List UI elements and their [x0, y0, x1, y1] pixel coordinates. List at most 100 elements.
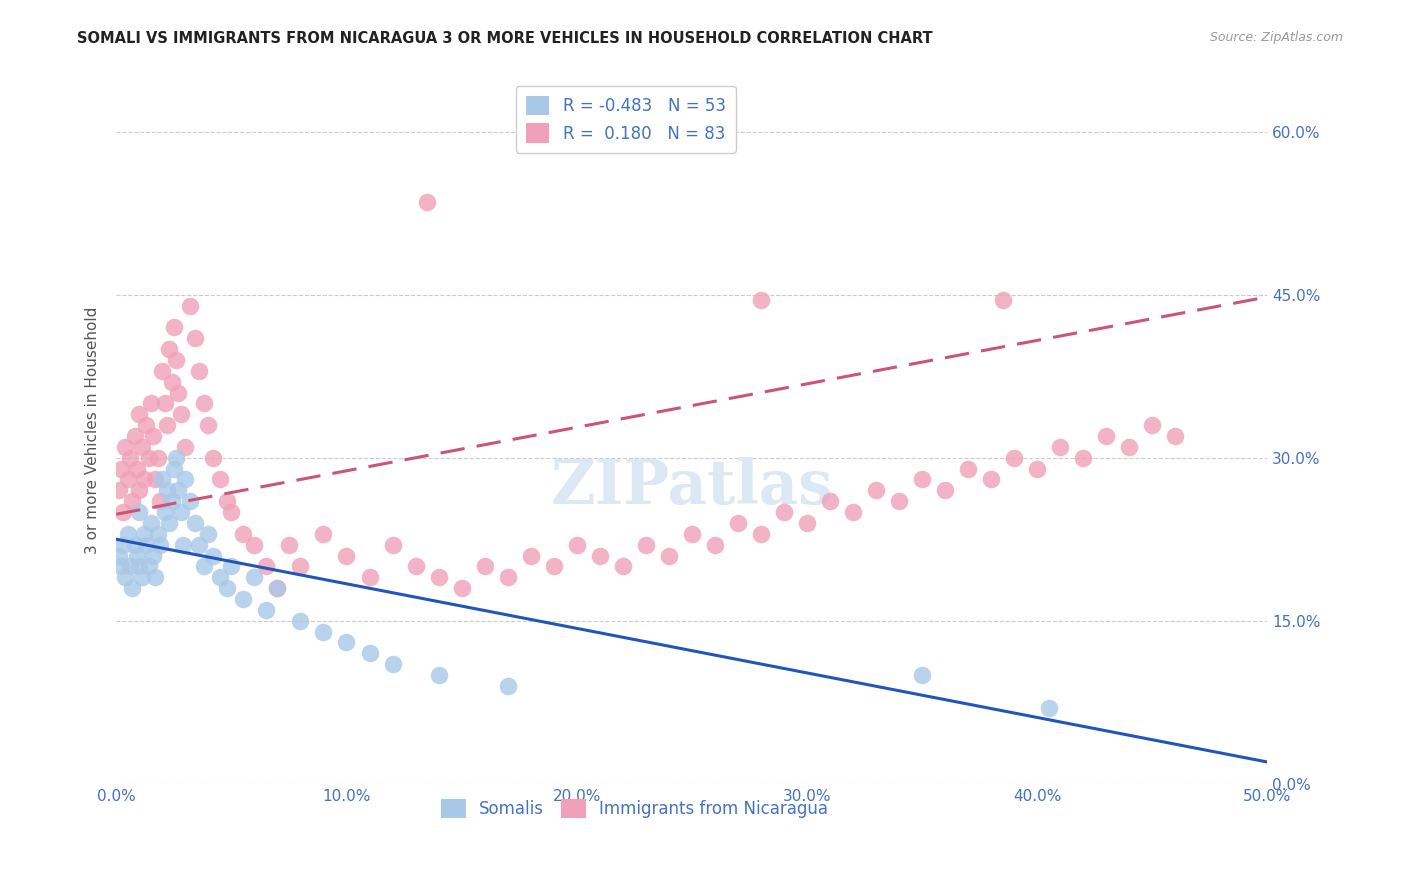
- Point: [290, 614, 312, 628]
- Point: [125, 461, 148, 475]
- Point: [1118, 440, 1140, 454]
- Point: [381, 538, 404, 552]
- Point: [749, 293, 772, 308]
- Point: [381, 657, 404, 672]
- Point: [128, 483, 150, 498]
- Point: [174, 440, 197, 454]
- Point: [138, 559, 160, 574]
- Point: [612, 559, 634, 574]
- Point: [179, 299, 201, 313]
- Point: [197, 418, 219, 433]
- Text: Source: ZipAtlas.com: Source: ZipAtlas.com: [1209, 31, 1343, 45]
- Point: [193, 559, 215, 574]
- Point: [183, 331, 205, 345]
- Point: [165, 450, 187, 465]
- Point: [157, 342, 180, 356]
- Text: SOMALI VS IMMIGRANTS FROM NICARAGUA 3 OR MORE VEHICLES IN HOUSEHOLD CORRELATION : SOMALI VS IMMIGRANTS FROM NICARAGUA 3 OR…: [77, 31, 934, 46]
- Point: [174, 473, 197, 487]
- Point: [496, 570, 519, 584]
- Point: [796, 516, 818, 530]
- Point: [138, 450, 160, 465]
- Point: [232, 592, 254, 607]
- Point: [188, 364, 211, 378]
- Point: [125, 549, 148, 563]
- Point: [335, 635, 357, 649]
- Point: [980, 473, 1002, 487]
- Point: [277, 538, 299, 552]
- Point: [208, 473, 231, 487]
- Point: [957, 461, 980, 475]
- Point: [149, 494, 172, 508]
- Point: [634, 538, 657, 552]
- Point: [110, 461, 132, 475]
- Point: [142, 549, 165, 563]
- Point: [773, 505, 796, 519]
- Point: [153, 505, 176, 519]
- Point: [188, 538, 211, 552]
- Point: [131, 440, 153, 454]
- Point: [991, 293, 1014, 308]
- Point: [496, 679, 519, 693]
- Point: [128, 559, 150, 574]
- Point: [157, 516, 180, 530]
- Point: [132, 526, 155, 541]
- Point: [232, 526, 254, 541]
- Point: [1026, 461, 1049, 475]
- Point: [312, 526, 335, 541]
- Point: [131, 570, 153, 584]
- Point: [124, 538, 146, 552]
- Point: [139, 516, 162, 530]
- Point: [266, 581, 288, 595]
- Point: [142, 429, 165, 443]
- Point: [128, 505, 150, 519]
- Point: [117, 473, 139, 487]
- Point: [201, 549, 224, 563]
- Point: [842, 505, 865, 519]
- Point: [145, 570, 167, 584]
- Point: [405, 559, 427, 574]
- Legend: Somalis, Immigrants from Nicaragua: Somalis, Immigrants from Nicaragua: [434, 792, 835, 825]
- Point: [160, 494, 183, 508]
- Point: [474, 559, 496, 574]
- Point: [911, 473, 934, 487]
- Point: [1071, 450, 1094, 465]
- Point: [197, 526, 219, 541]
- Point: [290, 559, 312, 574]
- Point: [335, 549, 357, 563]
- Point: [727, 516, 749, 530]
- Point: [215, 581, 238, 595]
- Point: [818, 494, 841, 508]
- Point: [359, 570, 381, 584]
- Point: [179, 494, 201, 508]
- Point: [163, 320, 186, 334]
- Point: [165, 353, 187, 368]
- Point: [146, 450, 169, 465]
- Point: [153, 396, 176, 410]
- Point: [359, 646, 381, 660]
- Text: ZIPatlas: ZIPatlas: [551, 457, 834, 517]
- Point: [193, 396, 215, 410]
- Point: [114, 570, 136, 584]
- Point: [589, 549, 612, 563]
- Point: [658, 549, 681, 563]
- Point: [266, 581, 288, 595]
- Point: [1038, 700, 1060, 714]
- Point: [1142, 418, 1164, 433]
- Point: [243, 570, 266, 584]
- Point: [150, 473, 173, 487]
- Point: [543, 559, 565, 574]
- Point: [215, 494, 238, 508]
- Point: [183, 516, 205, 530]
- Point: [145, 473, 167, 487]
- Point: [170, 407, 193, 421]
- Point: [160, 375, 183, 389]
- Point: [120, 450, 142, 465]
- Point: [1002, 450, 1025, 465]
- Point: [934, 483, 956, 498]
- Point: [135, 538, 157, 552]
- Point: [172, 538, 194, 552]
- Point: [887, 494, 910, 508]
- Point: [139, 396, 162, 410]
- Point: [1049, 440, 1071, 454]
- Point: [208, 570, 231, 584]
